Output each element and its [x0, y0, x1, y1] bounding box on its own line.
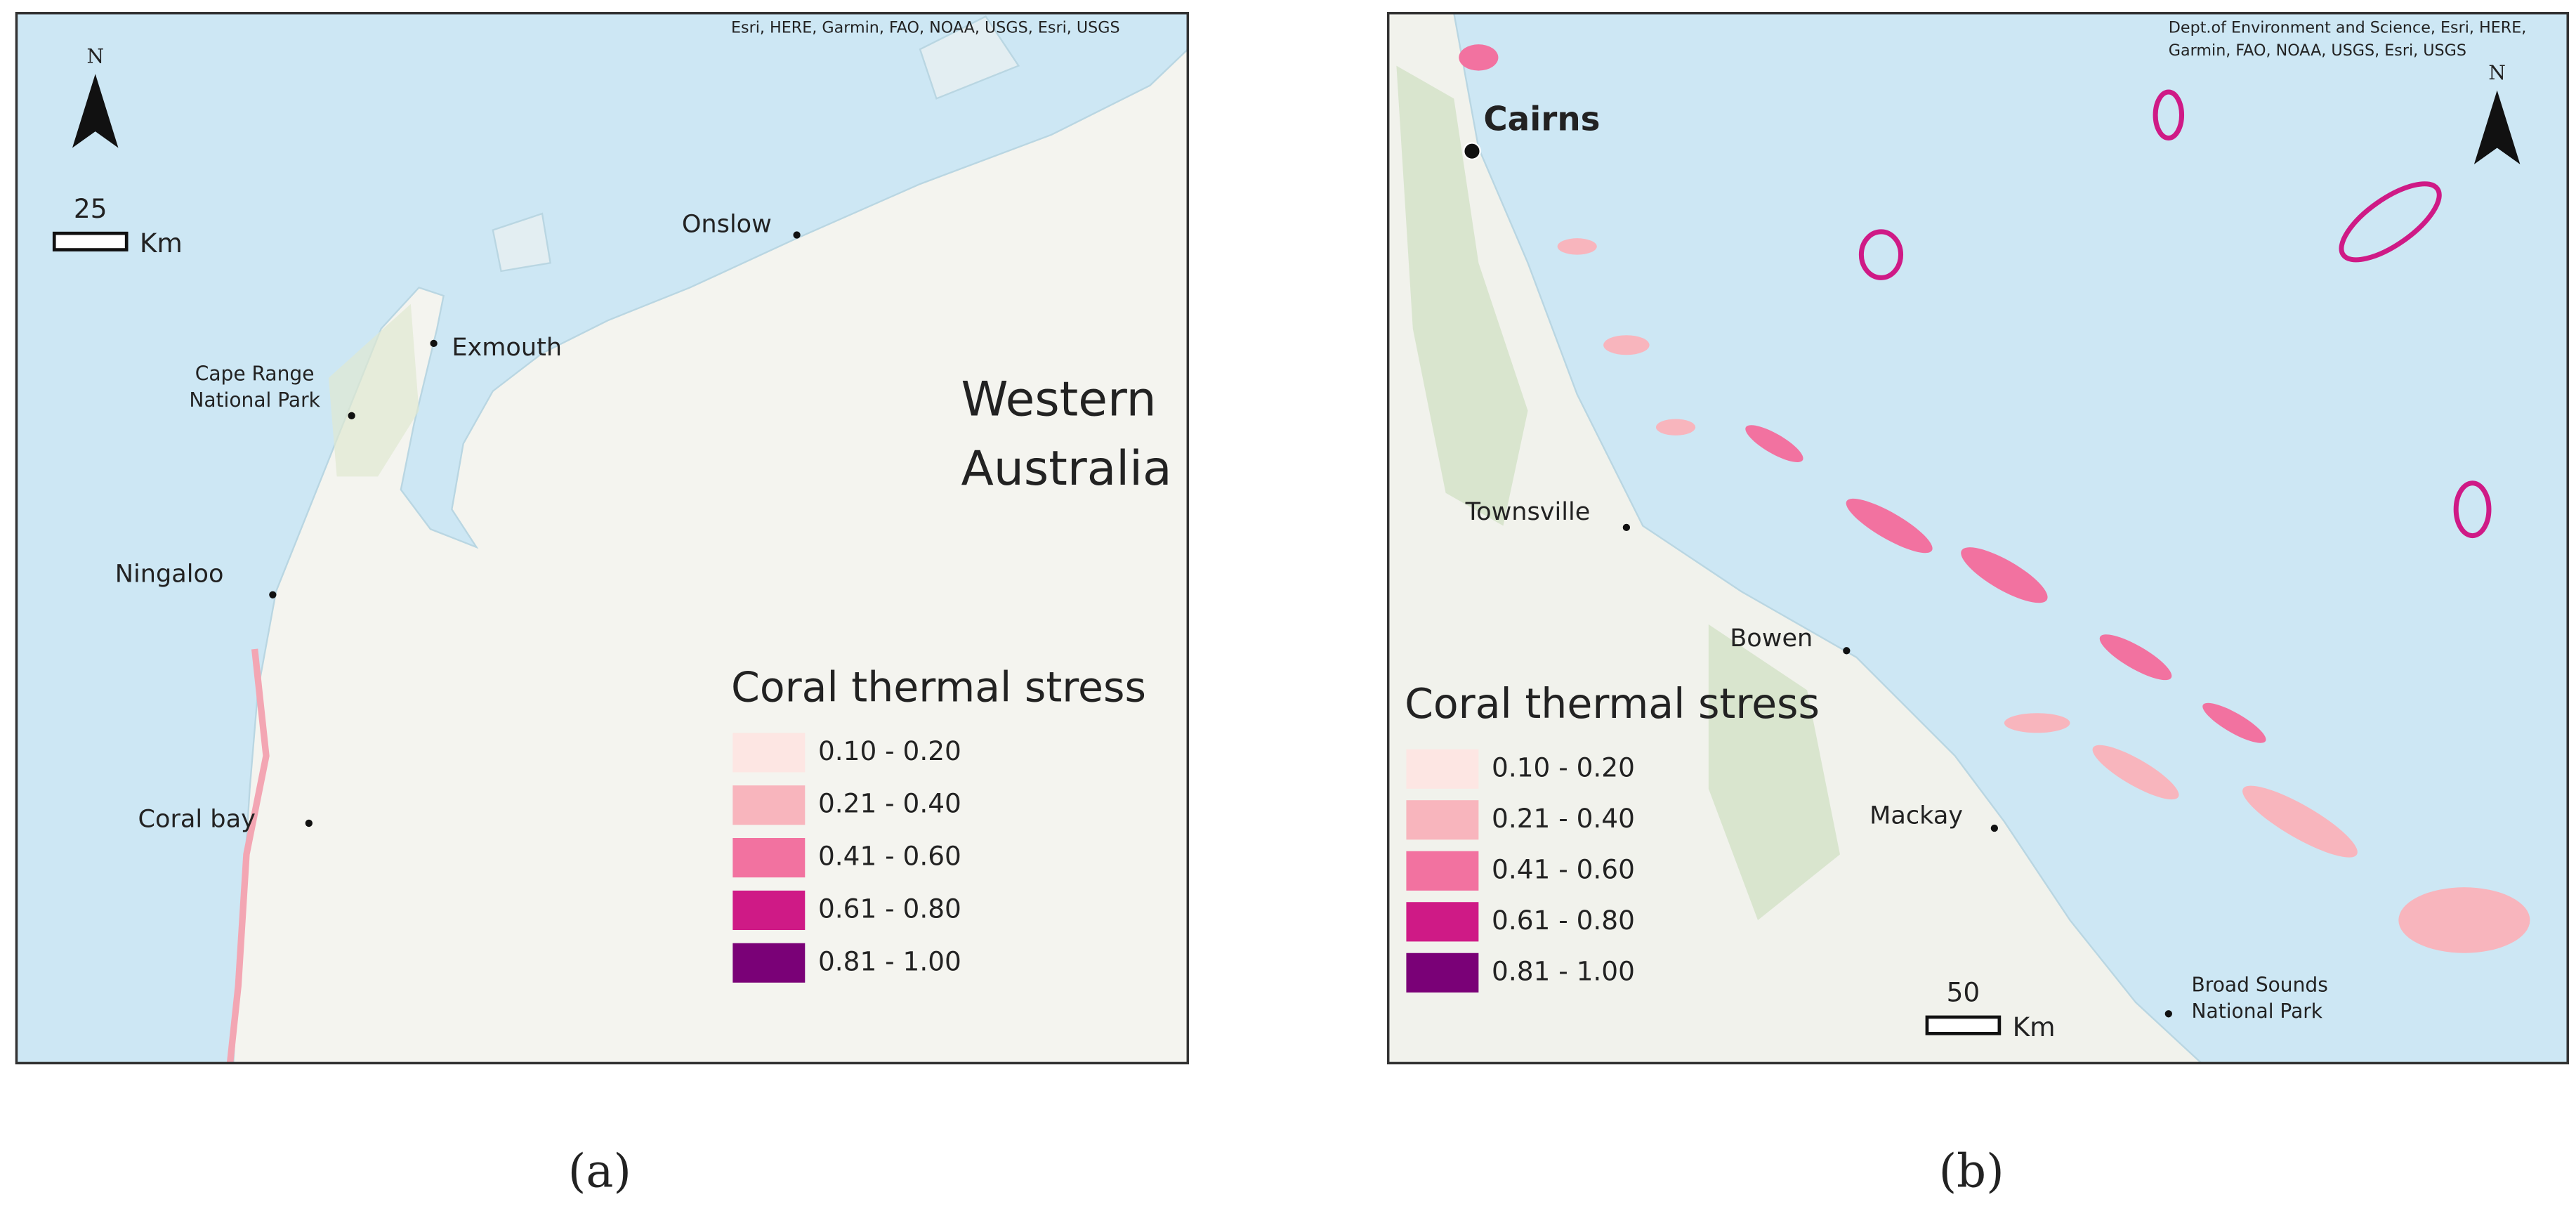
place-label: National Park — [189, 388, 320, 412]
attribution: Dept.of Environment and Science, Esri, H… — [2169, 18, 2527, 37]
legend-label: 0.10 - 0.20 — [818, 735, 961, 766]
region-label: Australia — [961, 440, 1171, 496]
legend-swatch — [732, 785, 806, 825]
place-dot — [430, 339, 438, 348]
region-label: Western — [961, 372, 1156, 427]
legend-label: 0.61 - 0.80 — [818, 893, 961, 924]
north-label: N — [2488, 61, 2506, 84]
frame-a — [15, 11, 1190, 1065]
scale-unit: Km — [140, 228, 183, 258]
reef-light — [1557, 238, 2530, 953]
forest — [1396, 65, 1840, 920]
frame-b — [1386, 11, 2570, 1065]
map-b — [1388, 13, 2568, 1063]
legend-label: 0.10 - 0.20 — [1492, 752, 1635, 783]
scale-distance: 25 — [74, 193, 107, 224]
legend-title: Coral thermal stress — [731, 664, 1146, 712]
place-label: Ningaloo — [115, 560, 224, 589]
place-label: Cape Range — [195, 362, 315, 385]
legend-swatch — [1406, 749, 1479, 789]
place-label: Coral bay — [138, 804, 256, 833]
legend-swatch — [1406, 953, 1479, 993]
caption: (a) — [568, 1145, 631, 1198]
place-dot — [1990, 824, 1999, 832]
place-label: Bowen — [1730, 624, 1813, 653]
legend-label: 0.61 - 0.80 — [1492, 905, 1635, 936]
scale-unit: Km — [2013, 1012, 2056, 1042]
legend-title: Coral thermal stress — [1405, 680, 1820, 728]
place-dot — [1622, 523, 1631, 532]
place-label: Mackay — [1869, 801, 1963, 830]
islands — [492, 15, 1020, 273]
legend-swatch — [732, 890, 806, 930]
reef — [226, 648, 270, 1063]
attribution: Garmin, FAO, NOAA, USGS, Esri, USGS — [2169, 41, 2466, 60]
place-label: Broad Sounds — [2192, 974, 2328, 997]
legend-swatch — [732, 837, 806, 878]
north-arrow — [72, 74, 119, 148]
place-dot — [793, 231, 801, 239]
place-dot — [1843, 647, 1851, 655]
legend-label: 0.21 - 0.40 — [1492, 803, 1635, 834]
place-label: Onslow — [682, 209, 772, 238]
legend-swatch — [732, 943, 806, 983]
place-label: Cairns — [1483, 101, 1600, 139]
legend-swatch — [732, 733, 806, 773]
north-label: N — [86, 44, 104, 67]
legend-swatch — [1406, 800, 1479, 840]
scale-bar — [52, 231, 129, 251]
place-dot — [2164, 1010, 2172, 1018]
place-dot — [305, 819, 313, 827]
scale-bar — [1925, 1015, 2002, 1035]
caption: (b) — [1939, 1145, 2004, 1198]
place-label: National Park — [2192, 1000, 2323, 1023]
legend-label: 0.41 - 0.60 — [1492, 853, 1635, 884]
place-dot — [269, 591, 277, 598]
scale-distance: 50 — [1947, 977, 1980, 1008]
park-area — [328, 303, 419, 477]
place-dot — [348, 412, 355, 419]
map-a — [16, 13, 1188, 1063]
place-label: Townsville — [1465, 497, 1591, 526]
place-label: Exmouth — [452, 333, 562, 362]
place-dot — [1463, 142, 1481, 161]
legend-label: 0.81 - 1.00 — [818, 945, 961, 976]
legend-label: 0.81 - 1.00 — [1492, 955, 1635, 986]
reef-mid — [1459, 44, 2266, 743]
legend-label: 0.21 - 0.40 — [818, 788, 961, 819]
reef-outer — [1858, 89, 2492, 539]
attribution: Esri, HERE, Garmin, FAO, NOAA, USGS, Esr… — [731, 18, 1120, 37]
legend-swatch — [1406, 851, 1479, 891]
land — [232, 48, 1188, 1063]
legend-label: 0.41 - 0.60 — [818, 841, 961, 872]
land — [1388, 13, 2203, 1063]
north-arrow — [2473, 90, 2521, 164]
legend-swatch — [1406, 902, 1479, 942]
